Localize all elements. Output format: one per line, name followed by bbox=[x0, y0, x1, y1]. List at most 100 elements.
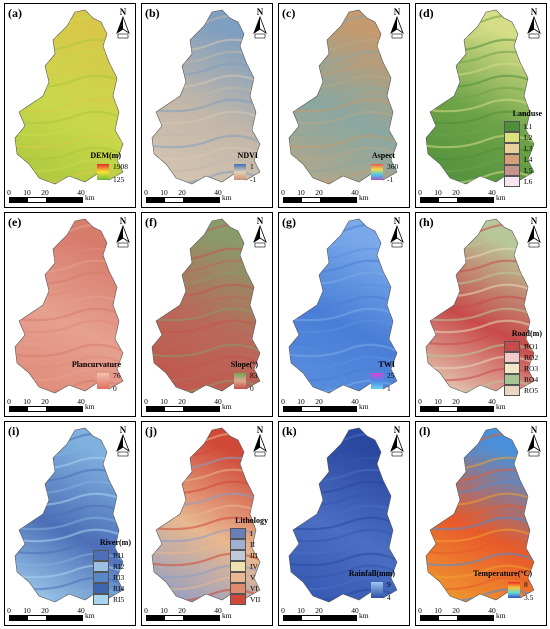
scale-segment bbox=[165, 198, 183, 202]
map-panel-k: (k) N Rainfall(mm) 9 4 0 10 20 40 km bbox=[278, 421, 410, 626]
map-panel-f: (f) N Slope(°) 83 0 0 10 20 40 km bbox=[141, 212, 273, 417]
legend-title: TWI bbox=[378, 360, 395, 369]
legend-color-ramp bbox=[508, 582, 520, 598]
legend-swatch bbox=[230, 538, 246, 550]
scale-bar-ticks: 0 10 20 40 bbox=[144, 606, 226, 615]
legend-swatch bbox=[504, 373, 520, 385]
north-letter: N bbox=[394, 7, 401, 17]
legend-swatch bbox=[504, 351, 520, 363]
scale-tick-label: 10 bbox=[23, 188, 31, 197]
scale-unit: km bbox=[222, 402, 232, 411]
scale-tick-label: 40 bbox=[77, 188, 85, 197]
scale-tick-label: 40 bbox=[351, 606, 359, 615]
panel-label: (e) bbox=[8, 215, 22, 229]
legend-item: L6 bbox=[504, 175, 532, 187]
north-letter: N bbox=[120, 425, 127, 435]
scale-bar: 0 10 20 40 km bbox=[144, 606, 232, 622]
legend-min-value: 0 bbox=[113, 384, 117, 393]
scale-tick-label: 40 bbox=[214, 397, 222, 406]
scale-segment bbox=[28, 616, 46, 620]
legend-item: L5 bbox=[504, 164, 532, 176]
panel-label: (d) bbox=[419, 6, 434, 20]
map-panel-e: (e) N Plancurvature 76 0 0 10 20 40 km bbox=[4, 212, 136, 417]
study-area-map bbox=[14, 9, 124, 185]
legend-item: RI5 bbox=[93, 593, 124, 605]
scale-tick-label: 0 bbox=[281, 397, 285, 406]
scale-bar-segments bbox=[9, 615, 83, 621]
scale-tick-label: 10 bbox=[297, 188, 305, 197]
scale-segment bbox=[46, 616, 82, 620]
legend-swatch bbox=[93, 593, 109, 605]
legend-swatch bbox=[504, 384, 520, 396]
legend-item: RO5 bbox=[504, 384, 538, 396]
legend-item-label: RI4 bbox=[113, 583, 125, 593]
legend-title: River(m) bbox=[99, 538, 131, 547]
legend-swatch bbox=[504, 340, 520, 352]
legend-color-ramp bbox=[371, 164, 383, 180]
north-arrow-icon: N bbox=[524, 424, 544, 458]
scale-segment bbox=[284, 407, 302, 411]
legend-min-value: -1 bbox=[387, 175, 394, 184]
legend-color-ramp bbox=[234, 164, 246, 180]
north-letter: N bbox=[394, 425, 401, 435]
legend-item: RO3 bbox=[504, 362, 538, 374]
scale-segment bbox=[10, 407, 28, 411]
legend-item: RO1 bbox=[504, 340, 538, 352]
north-arrow-icon: N bbox=[250, 424, 270, 458]
north-arrow-icon: N bbox=[387, 424, 407, 458]
scale-tick-label: 10 bbox=[160, 397, 168, 406]
scale-bar-segments bbox=[283, 406, 357, 412]
scale-tick-label: 10 bbox=[434, 606, 442, 615]
north-arrow-icon: N bbox=[524, 6, 544, 40]
scale-tick-label: 20 bbox=[178, 606, 186, 615]
legend-title: Road(m) bbox=[511, 329, 542, 338]
scale-unit: km bbox=[85, 193, 95, 202]
legend-min-value: 4 bbox=[387, 593, 391, 602]
legend-title: Plancurvature bbox=[71, 360, 121, 369]
scale-bar-ticks: 0 10 20 40 bbox=[144, 188, 226, 197]
study-area-map bbox=[14, 218, 124, 394]
scale-segment bbox=[46, 198, 82, 202]
legend-color-ramp bbox=[371, 373, 383, 389]
legend-item: II bbox=[230, 538, 260, 550]
scale-bar-segments bbox=[283, 197, 357, 203]
legend-item: V bbox=[230, 571, 260, 583]
scale-bar-segments bbox=[9, 197, 83, 203]
legend-swatch bbox=[93, 571, 109, 583]
scale-bar: 0 10 20 40 km bbox=[144, 397, 232, 413]
north-arrow-icon: N bbox=[524, 215, 544, 249]
scale-segment bbox=[165, 616, 183, 620]
scale-tick-label: 20 bbox=[315, 397, 323, 406]
scale-tick-label: 20 bbox=[41, 188, 49, 197]
panel-label: (c) bbox=[282, 6, 296, 20]
scale-tick-label: 0 bbox=[7, 606, 11, 615]
scale-segment bbox=[302, 407, 320, 411]
scale-tick-label: 10 bbox=[160, 188, 168, 197]
scale-bar: 0 10 20 40 km bbox=[281, 606, 369, 622]
scale-tick-label: 10 bbox=[23, 397, 31, 406]
legend-item-label: L4 bbox=[524, 154, 533, 164]
scale-bar-ticks: 0 10 20 40 bbox=[7, 606, 89, 615]
legend-title: Rainfall(mm) bbox=[348, 569, 395, 578]
scale-segment bbox=[302, 616, 320, 620]
scale-segment bbox=[183, 616, 219, 620]
scale-tick-label: 20 bbox=[178, 397, 186, 406]
panel-label: (l) bbox=[419, 424, 431, 438]
north-letter: N bbox=[120, 7, 127, 17]
legend-swatch bbox=[504, 142, 520, 154]
scale-tick-label: 20 bbox=[452, 606, 460, 615]
scale-tick-label: 40 bbox=[77, 606, 85, 615]
scale-segment bbox=[46, 407, 82, 411]
north-letter: N bbox=[120, 216, 127, 226]
legend-min-value: 3.5 bbox=[524, 593, 534, 602]
scale-tick-label: 0 bbox=[418, 606, 422, 615]
scale-segment bbox=[320, 616, 356, 620]
legend-min-value: 0 bbox=[250, 384, 254, 393]
legend-item: L3 bbox=[504, 142, 532, 154]
scale-tick-label: 20 bbox=[41, 606, 49, 615]
scale-segment bbox=[284, 616, 302, 620]
north-arrow-icon: N bbox=[113, 6, 133, 40]
scale-tick-label: 10 bbox=[23, 606, 31, 615]
legend-swatch bbox=[93, 560, 109, 572]
panel-label: (k) bbox=[282, 424, 297, 438]
